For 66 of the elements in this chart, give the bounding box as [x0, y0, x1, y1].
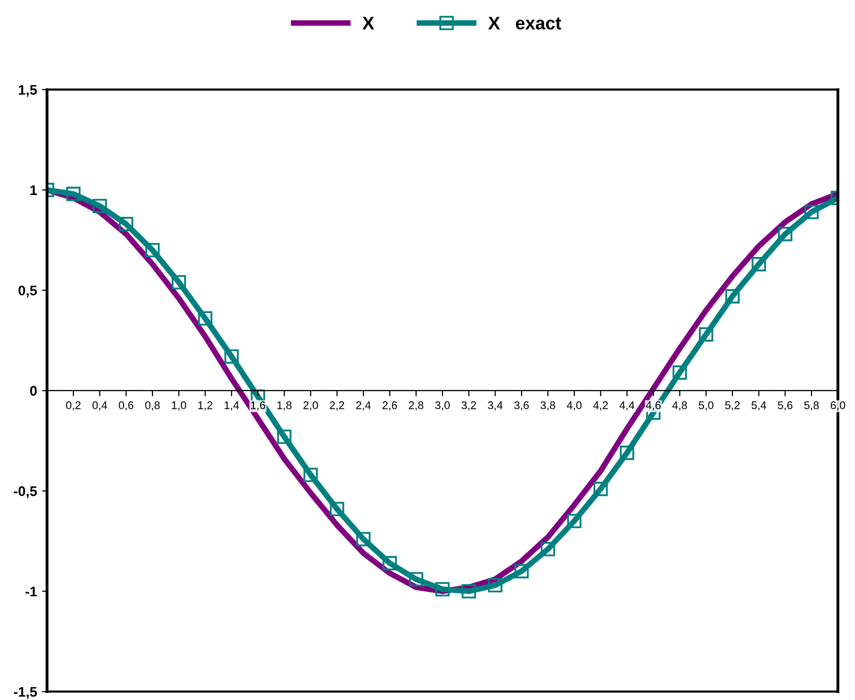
x-tick-label: 1,0 [172, 401, 186, 410]
point [725, 289, 740, 304]
x-tick-label: 4,2 [593, 401, 608, 410]
x-tick-label: 5,0 [698, 401, 714, 410]
point [118, 216, 134, 232]
legend-label: X exact [488, 16, 562, 30]
x-tick-label: 0,8 [145, 401, 160, 410]
x-tick-label: 4,6 [646, 401, 661, 410]
x-tick-label: 3,6 [514, 401, 529, 410]
point [462, 584, 476, 598]
point [540, 542, 556, 556]
x-tick-label: 4,8 [672, 401, 687, 410]
point [330, 502, 344, 516]
point [224, 349, 239, 364]
y-tick-label: 1 [30, 185, 37, 195]
x-tick-label: 6,0 [830, 401, 846, 410]
point [435, 582, 450, 596]
point [698, 327, 714, 342]
x-tick-label: 1,8 [277, 401, 292, 410]
x-tick-label: 2,8 [408, 401, 424, 410]
point [198, 311, 212, 326]
x-tick-label: 0,4 [92, 401, 108, 410]
x-tick-label: 2,4 [356, 401, 371, 410]
x-tick-label: 2,2 [330, 401, 344, 410]
x-tick-label: 4,4 [620, 401, 634, 410]
x-tick-label: 5,8 [804, 401, 819, 410]
point [382, 556, 397, 570]
point [593, 482, 608, 496]
point [356, 532, 371, 546]
x-tick-label: 4,0 [566, 401, 582, 410]
x-tick-label: 0,2 [66, 401, 81, 410]
point [620, 446, 634, 460]
x-tick-label: 5,2 [725, 401, 740, 410]
x-tick-label: 3,0 [435, 401, 450, 410]
x-tick-label: 3,4 [488, 401, 503, 410]
y-tick-label: -0,5 [14, 486, 37, 498]
x-tick-label: 3,8 [540, 401, 556, 410]
point [277, 430, 292, 444]
x-tick-label: 5,4 [752, 401, 766, 410]
x-tick-label: 3,2 [462, 401, 476, 410]
point [66, 186, 81, 202]
point [145, 242, 160, 258]
point [752, 257, 766, 272]
x-tick-label: 1,6 [251, 401, 266, 410]
point [488, 578, 502, 592]
point [567, 514, 582, 528]
point [408, 572, 424, 586]
y-tick-label: 1,5 [18, 85, 37, 97]
x-tick-label: 5,6 [778, 401, 792, 410]
y-tick-label: -1,5 [14, 687, 37, 699]
legend-label: X [362, 16, 374, 30]
point [672, 365, 687, 380]
y-tick-label: -1 [25, 586, 37, 596]
point [172, 275, 186, 290]
x-tick-label: 0,6 [118, 401, 134, 410]
point [804, 204, 819, 220]
point [92, 198, 107, 214]
y-tick-label: 0 [30, 386, 37, 396]
point [303, 468, 318, 482]
x-tick-label: 2,6 [382, 401, 397, 410]
y-tick-label: 0,5 [18, 286, 37, 298]
x-tick-label: 1,2 [198, 401, 212, 410]
point [514, 564, 529, 578]
point [778, 226, 792, 242]
x-tick-label: 1,4 [224, 401, 239, 410]
x-tick-label: 2,0 [303, 401, 318, 410]
